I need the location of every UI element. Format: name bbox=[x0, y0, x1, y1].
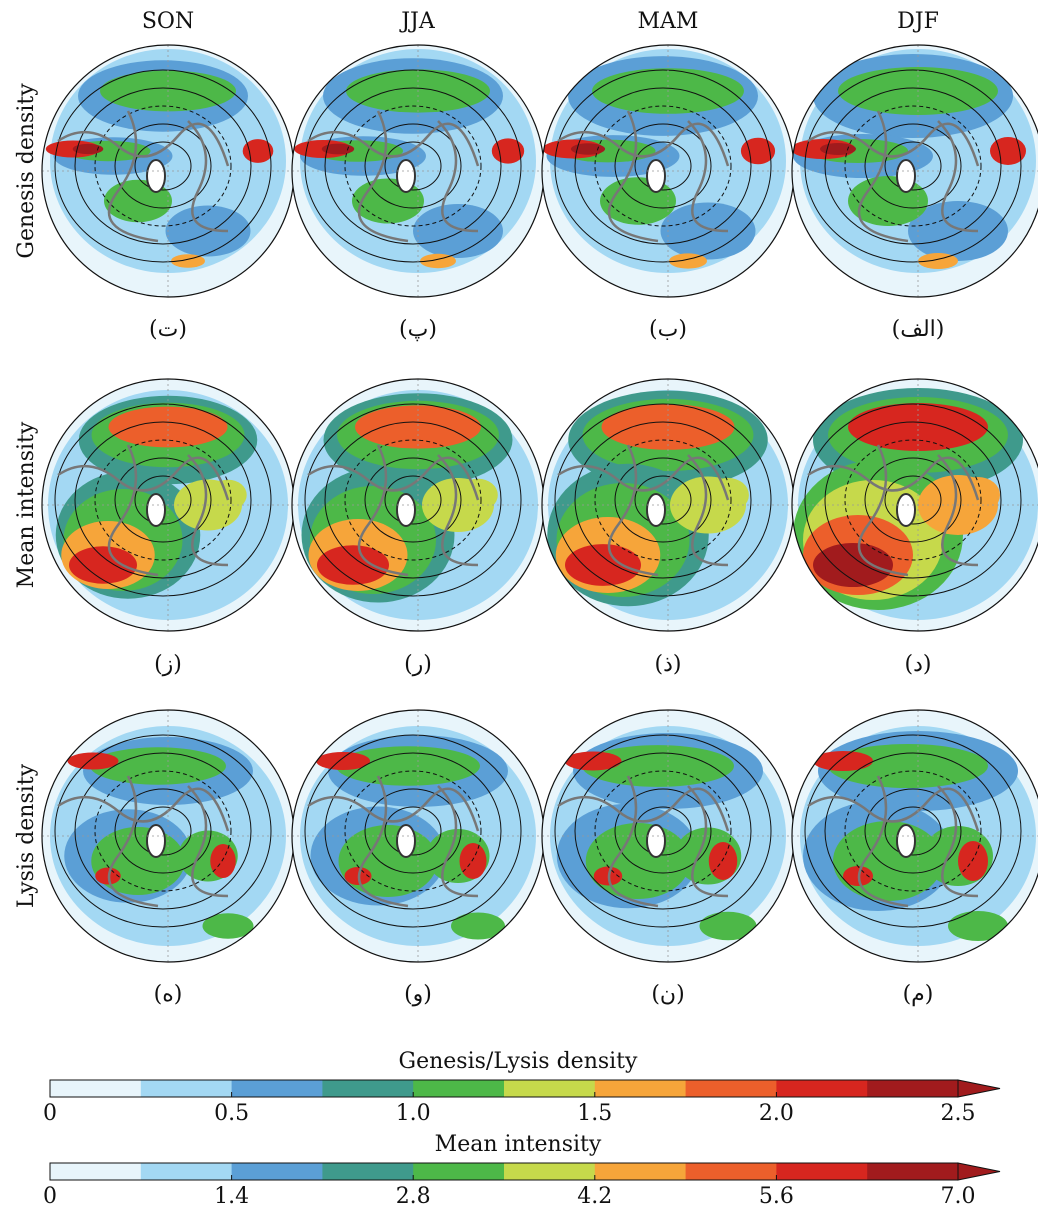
colorbar-segment bbox=[595, 1163, 686, 1180]
colorbar-tick-label: 0.5 bbox=[214, 1101, 249, 1126]
map-panel bbox=[42, 45, 294, 297]
row-title: Mean intensity bbox=[14, 421, 39, 588]
colorbar-segment bbox=[141, 1080, 232, 1097]
panel-label: (ر) bbox=[404, 652, 432, 677]
colorbar-segment bbox=[413, 1080, 504, 1097]
colorbar-tick-label: 0 bbox=[43, 1184, 57, 1209]
column-title: SON bbox=[142, 9, 194, 34]
colorbar-tick-label: 1.4 bbox=[214, 1184, 249, 1209]
row-title: Lysis density bbox=[14, 763, 39, 908]
field-blob bbox=[700, 912, 757, 941]
field-blob bbox=[210, 844, 236, 878]
row-title: Genesis density bbox=[14, 83, 39, 259]
field-blob bbox=[948, 911, 1008, 941]
colorbar-segment bbox=[504, 1163, 595, 1180]
field-blob bbox=[709, 842, 738, 880]
colorbar-title: Mean intensity bbox=[435, 1132, 602, 1157]
colorbar-segment bbox=[686, 1163, 777, 1180]
colorbar-segment bbox=[322, 1163, 413, 1180]
colorbar-tick-label: 2.0 bbox=[759, 1101, 794, 1126]
map-panel bbox=[542, 710, 794, 962]
colorbar-segment bbox=[50, 1163, 141, 1180]
colorbar-segment bbox=[141, 1163, 232, 1180]
column-title: DJF bbox=[897, 9, 939, 34]
field-blob bbox=[68, 753, 119, 770]
panel-label: (و) bbox=[404, 982, 432, 1007]
colorbar-tick-label: 1.5 bbox=[577, 1101, 612, 1126]
map-panel bbox=[292, 45, 544, 297]
colorbar-tick-label: 4.2 bbox=[577, 1184, 612, 1209]
pole bbox=[897, 160, 915, 192]
pole bbox=[897, 825, 915, 857]
colorbar-segment bbox=[776, 1163, 867, 1180]
colorbar-segment bbox=[686, 1080, 777, 1097]
panel-label: (ز) bbox=[154, 652, 182, 677]
map-panel bbox=[42, 379, 294, 631]
pole bbox=[897, 494, 915, 526]
colorbar-tick-label: 2.8 bbox=[396, 1184, 431, 1209]
panel-label: (ن) bbox=[651, 982, 684, 1007]
column-title: MAM bbox=[638, 9, 699, 34]
pole bbox=[647, 494, 665, 526]
pole bbox=[647, 160, 665, 192]
field-blob bbox=[586, 823, 691, 899]
colorbar-segment bbox=[232, 1163, 323, 1180]
colorbar-segment bbox=[50, 1080, 141, 1097]
colorbar-segment bbox=[504, 1080, 595, 1097]
pole bbox=[147, 825, 165, 857]
colorbar-tick-label: 1.0 bbox=[396, 1101, 431, 1126]
colorbar-segment bbox=[867, 1080, 958, 1097]
map-panel bbox=[542, 45, 794, 297]
map-panel bbox=[542, 379, 794, 631]
colorbar-tick-label: 7.0 bbox=[941, 1184, 976, 1209]
field-blob bbox=[109, 407, 228, 448]
pole bbox=[147, 494, 165, 526]
panel-label: (ب) bbox=[649, 317, 687, 342]
panel-label: (پ) bbox=[399, 317, 437, 342]
pole bbox=[397, 825, 415, 857]
panel-label: (ذ) bbox=[655, 652, 682, 677]
field-blob bbox=[166, 206, 251, 257]
colorbar-segment bbox=[595, 1080, 686, 1097]
colorbar-extend bbox=[958, 1163, 1000, 1180]
map-panel bbox=[42, 710, 294, 962]
field-blob bbox=[820, 143, 856, 155]
map-panel bbox=[792, 710, 1038, 962]
field-blob bbox=[91, 827, 185, 895]
map-panel bbox=[292, 710, 544, 962]
field-blob bbox=[69, 546, 137, 583]
field-blob bbox=[460, 843, 487, 879]
panel-label: (د) bbox=[905, 652, 932, 677]
figure: SON JJA MAM DJF Genesis density Mean intensit… bbox=[0, 0, 1038, 1212]
panel-label: (م) bbox=[903, 982, 934, 1007]
field-blob bbox=[209, 480, 246, 511]
colorbar-tick-label: 0 bbox=[43, 1101, 57, 1126]
map-panel bbox=[292, 379, 544, 631]
pole bbox=[147, 160, 165, 192]
colorbar-extend bbox=[958, 1080, 1000, 1097]
panel-label: (ه) bbox=[154, 982, 183, 1007]
field-blob bbox=[355, 405, 481, 448]
colorbar-title: Genesis/Lysis density bbox=[399, 1049, 639, 1074]
colorbar-tick-label: 5.6 bbox=[759, 1184, 794, 1209]
colorbar-segment bbox=[776, 1080, 867, 1097]
column-title: JJA bbox=[399, 9, 436, 34]
pole bbox=[647, 825, 665, 857]
field-blob bbox=[413, 204, 503, 258]
field-blob bbox=[956, 477, 1000, 513]
field-blob bbox=[707, 478, 749, 512]
panel-label: (الف) bbox=[892, 317, 945, 342]
colorbar-segment bbox=[413, 1163, 504, 1180]
colorbar-tick-label: 2.5 bbox=[941, 1101, 976, 1126]
panel-label: (ت) bbox=[149, 317, 187, 342]
field-blob bbox=[958, 841, 988, 881]
colorbar-segment bbox=[232, 1080, 323, 1097]
colorbar-segment bbox=[867, 1163, 958, 1180]
field-blob bbox=[565, 752, 622, 771]
pole bbox=[397, 494, 415, 526]
pole bbox=[397, 160, 415, 192]
colorbar-segment bbox=[322, 1080, 413, 1097]
map-panel bbox=[792, 379, 1038, 631]
field-blob bbox=[451, 913, 505, 940]
